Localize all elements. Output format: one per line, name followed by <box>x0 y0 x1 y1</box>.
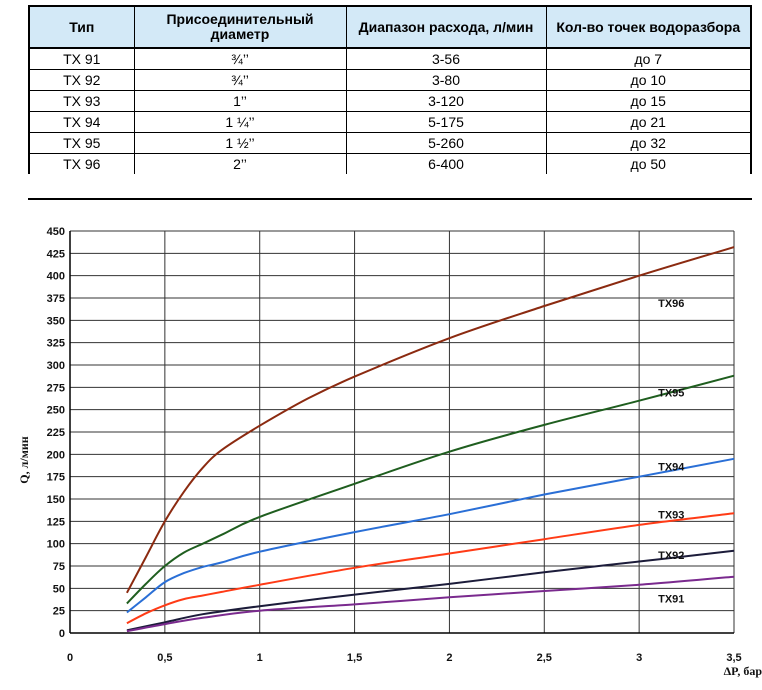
cell-tap-points: до 32 <box>545 132 752 154</box>
cell-diameter: 2’’ <box>133 153 347 174</box>
cell-flow-range: 3-80 <box>345 69 547 91</box>
cell-diameter: 1 ½’’ <box>133 132 347 154</box>
y-tick-label: 325 <box>47 338 65 350</box>
table-row: TX 96 2’’ 6-400 до 50 <box>28 153 752 174</box>
cell-flow-range: 5-260 <box>345 132 547 154</box>
table-row: TX 91 ¾’’ 3-56 до 7 <box>28 47 752 70</box>
series-line-tx92 <box>126 549 735 632</box>
table-header-row: Тип Присоединительный диаметр Диапазон р… <box>28 5 752 49</box>
cell-type: TX 91 <box>28 47 135 70</box>
y-tick-label: 25 <box>53 606 65 618</box>
series-label-tx93: TX93 <box>658 510 684 522</box>
y-tick-label: 250 <box>47 405 65 417</box>
cell-tap-points: до 15 <box>545 90 752 112</box>
x-axis-label: ΔP, бар <box>724 664 762 678</box>
y-tick-label: 150 <box>47 494 65 506</box>
header-tap-points: Кол-во точек водоразбора <box>545 5 752 49</box>
series-lines <box>126 246 735 633</box>
series-labels: TX96 TX95 TX94 TX93 TX92 TX91 <box>658 298 685 606</box>
y-tick-label: 300 <box>47 360 65 372</box>
series-label-tx91: TX91 <box>658 594 684 606</box>
y-tick-label: 175 <box>47 472 65 484</box>
cell-flow-range: 6-400 <box>345 153 547 174</box>
cell-tap-points: до 10 <box>545 69 752 91</box>
cell-tap-points: до 50 <box>545 153 752 174</box>
y-axis-label: Q, л/мин <box>17 436 31 483</box>
cell-type: TX 96 <box>28 153 135 174</box>
flow-chart: 0 25 50 75 100 125 150 175 200 225 250 275 300 325 350… <box>17 226 762 678</box>
series-line-tx95 <box>126 374 735 605</box>
spec-table: Тип Присоединительный диаметр Диапазон р… <box>28 5 752 174</box>
series-line-tx91 <box>126 575 735 633</box>
cell-type: TX 92 <box>28 69 135 91</box>
series-label-tx95: TX95 <box>658 387 684 399</box>
header-flow-range: Диапазон расхода, л/мин <box>345 5 547 49</box>
y-tick-label: 425 <box>47 248 65 260</box>
y-tick-label: 125 <box>47 516 65 528</box>
y-tick-label: 0 <box>59 628 65 640</box>
cell-diameter: 1 ¼’’ <box>133 111 347 133</box>
cell-type: TX 93 <box>28 90 135 112</box>
header-type: Тип <box>28 5 135 49</box>
y-tick-label: 50 <box>53 583 65 595</box>
y-tick-label: 400 <box>47 271 65 283</box>
x-tick-label: 3,5 <box>726 652 741 664</box>
table-row: TX 93 1’’ 3-120 до 15 <box>28 90 752 112</box>
y-tick-label: 375 <box>47 293 65 305</box>
series-line-tx93 <box>126 512 735 625</box>
cell-type: TX 95 <box>28 132 135 154</box>
series-label-tx96: TX96 <box>658 298 684 310</box>
x-tick-label: 3 <box>636 652 642 664</box>
table-row: TX 92 ¾’’ 3-80 до 10 <box>28 69 752 91</box>
table-row: TX 95 1 ½’’ 5-260 до 32 <box>28 132 752 154</box>
x-tick-label: 2,5 <box>537 652 552 664</box>
y-tick-label: 200 <box>47 449 65 461</box>
series-label-tx94: TX94 <box>658 461 685 473</box>
x-tick-label: 2 <box>446 652 452 664</box>
x-tick-label: 0 <box>67 652 73 664</box>
cell-type: TX 94 <box>28 111 135 133</box>
x-tick-label: 0,5 <box>157 652 172 664</box>
cell-diameter: ¾’’ <box>133 69 347 91</box>
cell-diameter: 1’’ <box>133 90 347 112</box>
cell-flow-range: 3-120 <box>345 90 547 112</box>
y-tick-label: 225 <box>47 427 65 439</box>
y-tick-label: 100 <box>47 539 65 551</box>
series-label-tx92: TX92 <box>658 550 684 562</box>
series-line-tx94 <box>126 457 735 614</box>
cell-diameter: ¾’’ <box>133 47 347 70</box>
table-row: TX 94 1 ¼’’ 5-175 до 21 <box>28 111 752 133</box>
x-tick-label: 1 <box>257 652 263 664</box>
tick-labels: 0 25 50 75 100 125 150 175 200 225 250 275 300 325 350… <box>47 226 742 664</box>
y-tick-label: 350 <box>47 315 65 327</box>
cell-tap-points: до 21 <box>545 111 752 133</box>
cell-tap-points: до 7 <box>545 47 752 70</box>
header-diameter: Присоединительный диаметр <box>133 5 347 49</box>
grid <box>69 230 735 634</box>
y-tick-label: 275 <box>47 382 65 394</box>
y-tick-label: 450 <box>47 226 65 238</box>
series-line-tx96 <box>126 246 735 594</box>
cell-flow-range: 5-175 <box>345 111 547 133</box>
cell-flow-range: 3-56 <box>345 47 547 70</box>
x-tick-label: 1,5 <box>347 652 362 664</box>
section-divider <box>28 198 752 200</box>
y-tick-label: 75 <box>53 561 65 573</box>
